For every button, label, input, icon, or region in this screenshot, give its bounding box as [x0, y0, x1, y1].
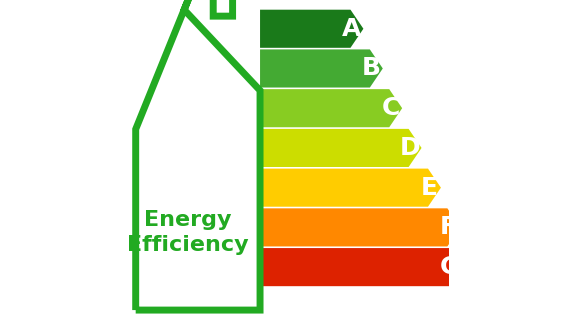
Polygon shape	[260, 10, 363, 48]
Text: G: G	[440, 255, 461, 279]
Text: C: C	[381, 96, 400, 120]
Text: A: A	[342, 17, 362, 41]
Text: B: B	[362, 57, 381, 80]
Polygon shape	[260, 89, 402, 127]
Polygon shape	[260, 248, 462, 286]
Text: D: D	[400, 136, 420, 160]
Text: Energy
Efficiency: Energy Efficiency	[126, 210, 248, 255]
Polygon shape	[260, 169, 441, 207]
Polygon shape	[260, 129, 421, 167]
Polygon shape	[260, 49, 383, 88]
Text: E: E	[421, 176, 438, 200]
Text: F: F	[440, 215, 457, 239]
Polygon shape	[260, 208, 461, 246]
